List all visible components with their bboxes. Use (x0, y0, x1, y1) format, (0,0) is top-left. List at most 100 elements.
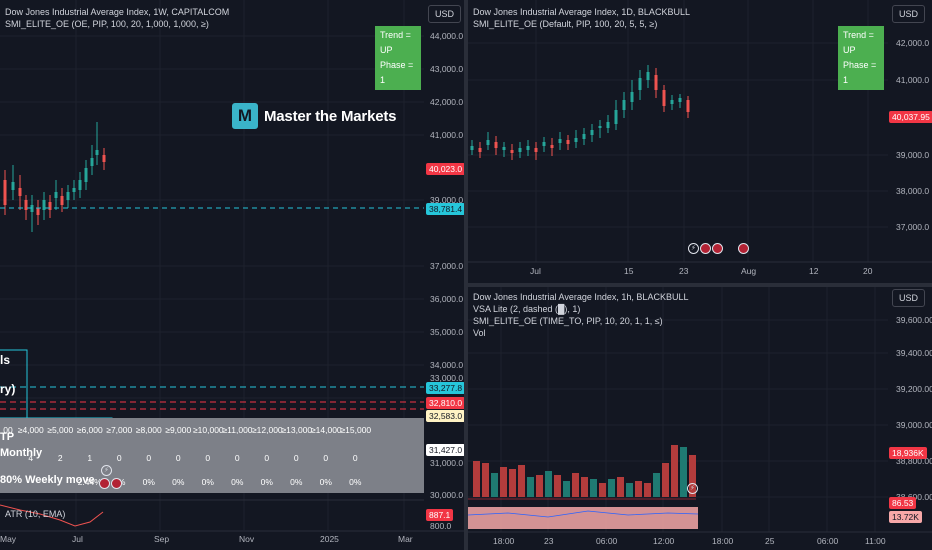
table-header-cell: ≥5,000 (47, 425, 74, 435)
atr-value: 887.1 (426, 509, 454, 521)
candle-body (654, 75, 658, 90)
price-tick: 37,000.0 (430, 261, 464, 271)
table-header-cell: ≥13,000 (281, 425, 313, 435)
pane-hourly-chart[interactable]: Dow Jones Industrial Average Index, 1h, … (468, 287, 932, 550)
weekly-phase-label: Phase = 1 (380, 60, 414, 85)
hourly-indicator-vol[interactable]: Vol (473, 328, 486, 338)
overlay-weekly-move: 80% Weekly move (0, 474, 95, 486)
candle-body (18, 188, 22, 196)
table-header-cell: ≥14,000 (311, 425, 342, 435)
price-tick: 38,800.00 (896, 456, 932, 466)
candle-body (3, 180, 7, 205)
table-pct-cell: 0% (319, 477, 332, 487)
table-count-row: 4 2 1 0 0 0 0 0 0 0 0 0 (0, 453, 424, 463)
hourly-currency-button[interactable]: USD (892, 289, 926, 307)
hourly-event-icons[interactable]: ⚡ (687, 483, 698, 494)
pane-divider-horizontal[interactable] (468, 283, 932, 287)
candle-body (11, 182, 15, 190)
price-tick: 33,000.0 (430, 373, 464, 383)
candle-body (95, 150, 99, 155)
table-count-cell: 0 (234, 453, 240, 463)
atr-label[interactable]: ATR (10, EMA) (5, 509, 66, 519)
candle-body (54, 192, 58, 198)
price-tick: 43,000.0 (430, 64, 464, 74)
hourly-chart-canvas[interactable] (468, 287, 932, 550)
table-pct-cell: 0% (172, 477, 185, 487)
candle-body (510, 150, 514, 153)
candle-body (662, 90, 666, 106)
daily-trend-label: Trend = UP (843, 30, 874, 55)
candle-body (486, 140, 490, 145)
candle-body (60, 196, 64, 205)
candle-body (494, 142, 498, 148)
candle-body (598, 126, 602, 128)
candle-body (90, 158, 94, 166)
time-tick: Mar (398, 534, 413, 544)
price-tick: 39,000.00 (896, 420, 932, 430)
price-tick: 36,000.0 (430, 294, 464, 304)
table-header-cell: ≥15,000 (340, 425, 372, 435)
us-flag-icon[interactable] (111, 478, 122, 489)
hourly-indicator-smi[interactable]: SMI_ELITE_OE (TIME_TO, PIP, 10, 20, 1, 1… (473, 316, 663, 326)
candle-body (42, 200, 46, 210)
daily-title: Dow Jones Industrial Average Index, 1D, … (473, 7, 690, 17)
volume-bar (653, 473, 660, 497)
price-tick: 39,400.00 (896, 348, 932, 358)
hourly-vol-label: 13.72K (889, 511, 922, 523)
table-count-cell: 0 (264, 453, 270, 463)
pane-daily-chart[interactable]: Dow Jones Industrial Average Index, 1D, … (468, 0, 932, 283)
time-tick: 06:00 (817, 536, 839, 546)
volume-bar (500, 467, 507, 497)
mtm-logo-icon: M (232, 103, 258, 129)
time-tick: 12:00 (653, 536, 675, 546)
table-count-cell: 0 (175, 453, 181, 463)
price-tick: 41,000.0 (896, 75, 930, 85)
hourly-indicator-vsa[interactable]: VSA Lite (2, dashed (█), 1) (473, 304, 581, 314)
time-tick: 23 (544, 536, 554, 546)
candle-body (622, 100, 626, 110)
table-pct-cell: 0% (349, 477, 362, 487)
candle-body (566, 140, 570, 144)
candle-body (550, 145, 554, 148)
time-tick: 18:00 (493, 536, 515, 546)
weekly-indicator[interactable]: SMI_ELITE_OE (OE, PIP, 100, 20, 1,000, 1… (5, 19, 209, 29)
time-tick: Nov (239, 534, 255, 544)
price-tick: 37,000.0 (896, 222, 930, 232)
weekly-line-price: 38,781.4 (426, 203, 464, 215)
daily-last-price: 40,037.95 (889, 111, 932, 123)
pane-divider-vertical[interactable] (464, 0, 468, 550)
pane-weekly-chart[interactable]: Dow Jones Industrial Average Index, 1W, … (0, 0, 464, 550)
volume-bar (473, 461, 480, 497)
table-header-cell: ≥6,000 (76, 425, 103, 435)
price-tick: 38,000.0 (896, 186, 930, 196)
table-header-row: 00 ≥4,000 ≥5,000 ≥6,000 ≥7,000 ≥8,000 ≥9,000 ≥1… (0, 425, 424, 435)
volume-bar (554, 475, 561, 497)
overlay-monthly: Monthly (0, 447, 43, 459)
event-icons-weekly[interactable]: ⚡ (101, 465, 112, 476)
daily-chart-canvas[interactable] (468, 0, 932, 283)
daily-indicator[interactable]: SMI_ELITE_OE (Default, PIP, 100, 20, 5, … (473, 19, 658, 29)
us-flag-icon[interactable] (700, 243, 711, 254)
weekly-currency-button[interactable]: USD (428, 5, 462, 23)
level-price-2: 32,810.0 (426, 397, 464, 409)
us-flag-icon[interactable] (712, 243, 723, 254)
table-header-cell: ≥4,000 (17, 425, 44, 435)
flag-icons-weekly[interactable] (99, 478, 122, 489)
us-flag-icon[interactable] (99, 478, 110, 489)
stats-table: 00 ≥4,000 ≥5,000 ≥6,000 ≥7,000 ≥8,000 ≥9,000 ≥1… (0, 418, 424, 493)
candle-body (478, 148, 482, 152)
lightning-icon[interactable]: ⚡ (101, 465, 112, 476)
daily-event-icons[interactable]: ⚡ (688, 243, 749, 254)
price-tick: 39,600.00 (896, 315, 932, 325)
lightning-icon[interactable]: ⚡ (688, 243, 699, 254)
lightning-icon[interactable]: ⚡ (687, 483, 698, 494)
us-flag-icon[interactable] (738, 243, 749, 254)
daily-currency-button[interactable]: USD (892, 5, 926, 23)
candle-body (48, 202, 52, 210)
time-tick: Jul (72, 534, 83, 544)
candle-body (574, 138, 578, 142)
price-tick: 41,000.0 (430, 130, 464, 140)
volume-bar (536, 475, 543, 497)
table-pct-cell: 0% (142, 477, 155, 487)
price-tick: 39,000.0 (430, 195, 464, 205)
